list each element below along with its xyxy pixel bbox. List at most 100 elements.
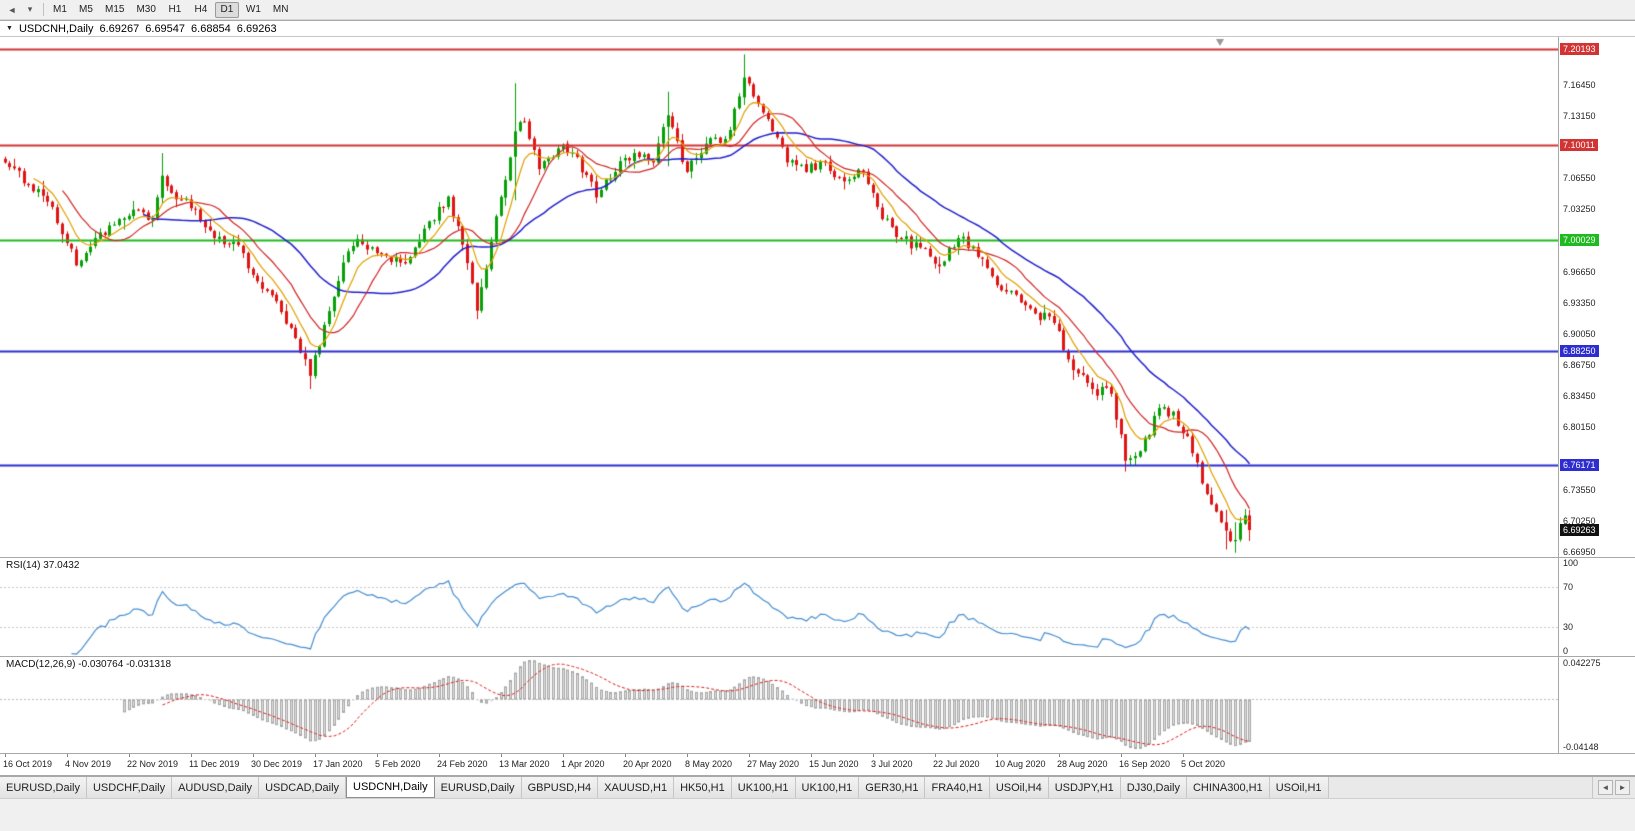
chart-window: ▼ USDCNH,Daily 6.69267 6.69547 6.68854 6… (0, 20, 1635, 776)
chart-tab-uk100-h1[interactable]: UK100,H1 (731, 777, 796, 798)
hline-price-badge[interactable]: 7.10011 (1560, 139, 1598, 152)
macd-label: MACD(12,26,9) -0.030764 -0.031318 (4, 659, 174, 670)
timeframe-button-mn[interactable]: MN (272, 4, 289, 15)
dropdown-arrow-icon[interactable]: ▾ (27, 4, 33, 14)
chart-tabs: EURUSD,Daily USDCHF,Daily AUDUSD,Daily USDC… (0, 777, 1592, 798)
time-axis[interactable]: 16 Oct 2019 4 Nov 2019 22 Nov 2019 11 Dec 2… (0, 753, 1635, 775)
date-label: 28 Aug 2020 (1057, 759, 1108, 769)
time-axis-tick (67, 754, 68, 757)
ohlc-open-value: 6.69267 (99, 22, 140, 35)
date-label: 8 May 2020 (685, 759, 733, 769)
time-axis-tick (749, 754, 750, 757)
macd-scale: 0.042275 -0.04148 (1558, 657, 1635, 753)
rsi-level-label: 30 (1563, 621, 1574, 632)
chart-tab-xauusd-h1[interactable]: XAUUSD,H1 (598, 777, 675, 798)
chart-tab-usdchf-daily[interactable]: USDCHF,Daily (86, 777, 173, 798)
time-axis-tick (1121, 754, 1122, 757)
chart-tab-bar: EURUSD,Daily USDCHF,Daily AUDUSD,Daily USDC… (0, 776, 1635, 798)
rsi-label: RSI(14) 37.0432 (4, 560, 82, 571)
chart-tab-uk100-h1[interactable]: UK100,H1 (795, 777, 860, 798)
price-tick-label: 6.93350 (1563, 297, 1596, 308)
date-label: 16 Sep 2020 (1119, 759, 1171, 769)
chart-tab-usdcad-daily[interactable]: USDCAD,Daily (259, 777, 347, 798)
date-label: 13 Mar 2020 (499, 759, 550, 769)
chart-tab-gbpusd-h4[interactable]: GBPUSD,H4 (521, 777, 599, 798)
chart-tab-dj30-daily[interactable]: DJ30,Daily (1120, 777, 1187, 798)
timeframe-toolbar: ◄ ▾ M1 M5 M15 M30 H1 H4 D1 W1 MN (0, 0, 1635, 20)
chart-tab-hk50-h1[interactable]: HK50,H1 (674, 777, 732, 798)
price-tick-label: 6.83450 (1563, 391, 1596, 402)
timeframe-buttons: M1 M5 M15 M30 H1 H4 D1 W1 MN (48, 1, 293, 18)
timeframe-button-m15[interactable]: M15 (105, 4, 125, 15)
date-label: 24 Feb 2020 (437, 759, 488, 769)
timeframe-button-m5[interactable]: M5 (79, 4, 93, 15)
tab-scroll-buttons: ◄ ► (1592, 777, 1635, 798)
date-label: 30 Dec 2019 (251, 759, 303, 769)
rsi-chart-canvas[interactable] (0, 558, 1558, 656)
chart-tab-eurusd-daily[interactable]: EURUSD,Daily (0, 777, 87, 798)
price-tick-label: 6.80150 (1563, 422, 1596, 433)
macd-pane: MACD(12,26,9) -0.030764 -0.031318 0.0422… (0, 656, 1635, 753)
macd-max-label: 0.042275 (1563, 658, 1601, 668)
rsi-level-label: 0 (1563, 646, 1569, 656)
ohlc-close-value: 6.69263 (236, 22, 277, 35)
price-pane: 6.66950 6.70250 6.73550 6.80150 6.83450 6.867… (0, 37, 1635, 557)
time-axis-tick (873, 754, 874, 757)
time-axis-tick (129, 754, 130, 757)
timeframe-button-h4[interactable]: H4 (194, 4, 208, 15)
hline-price-badge[interactable]: 7.20193 (1560, 43, 1599, 56)
price-tick-label: 6.70250 (1563, 515, 1596, 526)
chart-back-icon[interactable]: ◄ (7, 4, 17, 15)
tabs-scroll-right-icon[interactable]: ► (1615, 780, 1630, 795)
chart-symbol-label: USDCNH,Daily (18, 22, 94, 35)
date-label: 27 May 2020 (747, 759, 800, 769)
tabs-scroll-left-icon[interactable]: ◄ (1598, 780, 1613, 795)
rsi-pane: RSI(14) 37.0432 100 70 30 0 (0, 557, 1635, 656)
time-axis-tick (315, 754, 316, 757)
timeframe-button-m30[interactable]: M30 (136, 4, 156, 15)
chart-tab-china300-h1[interactable]: CHINA300,H1 (1186, 777, 1270, 798)
date-label: 1 Apr 2020 (561, 759, 605, 769)
time-axis-tick (563, 754, 564, 757)
timeframe-button-m1[interactable]: M1 (53, 4, 67, 15)
price-tick-label: 6.86750 (1563, 359, 1596, 370)
collapse-chart-icon[interactable]: ▼ (6, 25, 13, 32)
date-label: 11 Dec 2019 (189, 759, 240, 769)
price-tick-label: 6.90050 (1563, 328, 1596, 339)
date-label: 20 Apr 2020 (623, 759, 672, 769)
price-tick-label: 6.96650 (1563, 266, 1596, 277)
price-tick-label: 6.66950 (1563, 546, 1596, 557)
time-axis-tick (1059, 754, 1060, 757)
date-label: 15 Jun 2020 (809, 759, 859, 769)
chart-tab-usoil-h1[interactable]: USOil,H1 (1269, 777, 1329, 798)
timeframe-button-w1[interactable]: W1 (245, 4, 261, 15)
date-label: 5 Feb 2020 (375, 759, 421, 769)
price-scale[interactable]: 6.66950 6.70250 6.73550 6.80150 6.83450 6.867… (1558, 37, 1635, 557)
time-axis-tick (191, 754, 192, 757)
current-price-badge: 6.69263 (1560, 523, 1599, 536)
chart-tab-usoil-h4[interactable]: USOil,H4 (989, 777, 1049, 798)
hline-price-badge[interactable]: 6.88250 (1560, 344, 1599, 357)
hline-price-badge[interactable]: 7.00029 (1560, 233, 1599, 246)
price-tick-label: 7.16450 (1563, 79, 1596, 90)
date-label: 22 Jul 2020 (933, 759, 980, 769)
date-label: 22 Nov 2019 (127, 759, 179, 769)
macd-chart-canvas[interactable] (0, 657, 1558, 753)
time-axis-tick (997, 754, 998, 757)
timeframe-button-h1[interactable]: H1 (168, 4, 182, 15)
chart-tab-fra40-h1[interactable]: FRA40,H1 (925, 777, 990, 798)
ohlc-high-value: 6.69547 (145, 22, 186, 35)
rsi-level-label: 100 (1563, 558, 1579, 568)
chart-tab-eurusd-daily[interactable]: EURUSD,Daily (434, 777, 522, 798)
chart-tab-usdjpy-h1[interactable]: USDJPY,H1 (1048, 777, 1121, 798)
date-label: 17 Jan 2020 (313, 759, 363, 769)
timeframe-button-d1[interactable]: D1 (214, 1, 239, 18)
chart-tab-audusd-daily[interactable]: AUDUSD,Daily (172, 777, 260, 798)
time-axis-tick (687, 754, 688, 757)
chart-tab-ger30-h1[interactable]: GER30,H1 (859, 777, 926, 798)
hline-price-badge[interactable]: 6.76171 (1560, 458, 1599, 471)
chart-tab-usdcnh-daily[interactable]: USDCNH,Daily (346, 777, 435, 798)
rsi-level-label: 70 (1563, 582, 1574, 593)
price-chart-canvas[interactable] (0, 37, 1558, 557)
